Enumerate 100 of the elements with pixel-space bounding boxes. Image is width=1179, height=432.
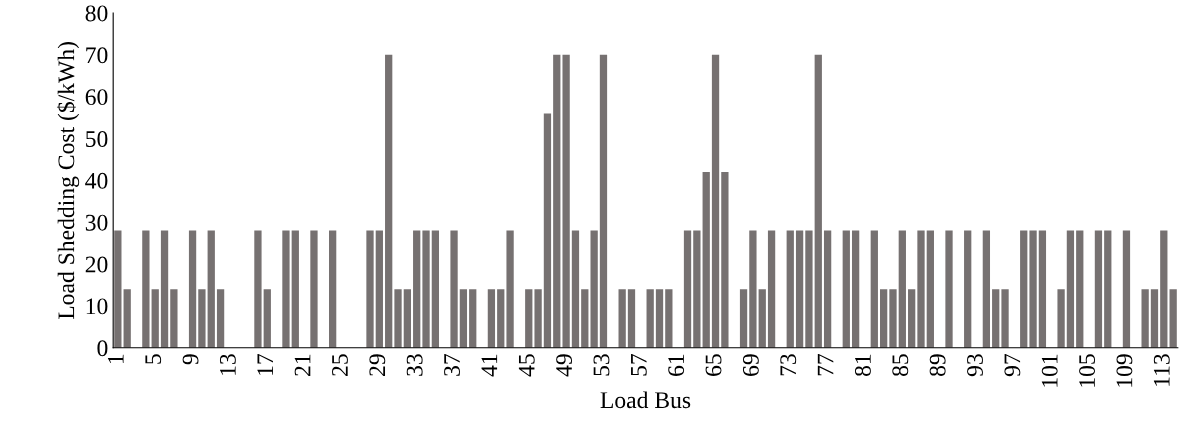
bar: [814, 54, 822, 348]
x-tick-label: 1: [107, 354, 124, 364]
x-tick-label: 25: [332, 354, 348, 376]
bar: [908, 289, 916, 348]
bar: [385, 54, 393, 348]
y-tick-label: 30: [85, 214, 108, 231]
x-tick-label: 77: [817, 353, 834, 376]
y-tick-label: 70: [86, 47, 108, 64]
bar: [413, 230, 421, 348]
bar: [534, 289, 542, 348]
bar: [851, 230, 860, 348]
bar: [1104, 230, 1112, 348]
x-tick-label: 33: [406, 354, 423, 376]
bar: [870, 230, 878, 348]
x-tick-label: 61: [668, 354, 685, 376]
x-tick-label: 69: [742, 354, 759, 376]
bar: [721, 171, 729, 348]
x-tick-label: 5: [145, 354, 162, 364]
x-tick-label: 29: [369, 354, 386, 376]
bar: [1094, 230, 1103, 348]
bar: [329, 230, 337, 348]
bar: [982, 230, 991, 348]
bar: [1038, 230, 1047, 348]
y-tick-label: 0: [97, 340, 108, 357]
bar: [665, 289, 673, 348]
bar: [562, 54, 570, 348]
bar: [394, 289, 402, 348]
x-tick-label: 21: [294, 354, 311, 376]
y-tick-label: 20: [85, 256, 108, 273]
x-tick-label: 13: [219, 354, 236, 375]
bar: [805, 230, 813, 348]
y-tick-label: 60: [85, 89, 108, 106]
bar: [627, 289, 636, 348]
bar: [646, 289, 654, 348]
x-tick-label: 89: [929, 354, 946, 377]
x-axis-title: Load Bus: [600, 391, 691, 409]
x-tick-label: 97: [1004, 353, 1021, 377]
y-axis-title: Load Shedding Cost ($/kWh): [56, 42, 80, 320]
x-tick-label: 41: [481, 354, 498, 377]
bar: [992, 289, 1000, 348]
x-tick-label: 81: [854, 354, 871, 377]
bar: [1001, 289, 1009, 348]
bar: [683, 230, 692, 348]
bar: [786, 230, 794, 348]
y-tick-label: 10: [86, 298, 108, 315]
bar: [1150, 289, 1159, 348]
bar: [590, 230, 598, 348]
bar: [469, 289, 477, 348]
bar: [188, 230, 197, 348]
bar: [375, 230, 383, 348]
x-tick-label: 105: [1079, 354, 1096, 387]
bar: [497, 289, 505, 348]
bar: [581, 289, 589, 348]
bar: [422, 230, 430, 348]
bar: [655, 289, 664, 348]
bar: [571, 230, 580, 348]
x-tick-label: 73: [780, 354, 797, 376]
bar: [795, 230, 804, 348]
bar: [543, 113, 552, 348]
bar: [450, 230, 458, 348]
x-tick-label: 113: [1153, 354, 1170, 386]
bar: [758, 289, 766, 348]
bar: [693, 230, 701, 348]
bar: [263, 289, 271, 348]
y-tick-label: 40: [85, 172, 108, 189]
bar: [291, 230, 299, 348]
bar: [459, 289, 468, 348]
x-tick-label: 45: [518, 354, 535, 377]
bar: [880, 289, 888, 348]
bar: [702, 171, 710, 348]
bar: [198, 289, 206, 348]
bar: [310, 230, 318, 348]
x-tick-label: 37: [444, 353, 460, 376]
bar: [889, 289, 897, 348]
x-tick-label: 85: [892, 354, 909, 377]
bar: [151, 289, 159, 348]
x-tick-label: 49: [556, 354, 573, 377]
bar: [739, 289, 748, 348]
bar: [842, 230, 850, 348]
x-tick-label: 93: [967, 354, 983, 377]
bar: [123, 289, 131, 348]
x-tick-label: 109: [1116, 354, 1133, 387]
x-tick-label: 101: [1041, 354, 1058, 387]
bar: [403, 289, 411, 348]
bar: [114, 230, 122, 348]
x-tick-label: 65: [705, 354, 722, 376]
bar: [216, 289, 225, 348]
x-tick-label: 53: [593, 354, 610, 376]
bar: [618, 289, 626, 348]
bar: [917, 230, 925, 348]
bar: [1141, 289, 1149, 348]
bar: [207, 230, 215, 348]
bar: [142, 230, 150, 348]
bar: [945, 230, 953, 348]
bar: [1029, 230, 1037, 348]
bar: [254, 230, 262, 348]
x-tick-label: 17: [257, 353, 273, 375]
bar: [170, 289, 178, 348]
bar: [1020, 230, 1028, 348]
bar: [964, 230, 972, 348]
